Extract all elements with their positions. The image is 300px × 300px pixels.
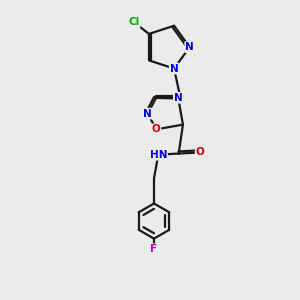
Text: N: N xyxy=(170,64,178,74)
Text: F: F xyxy=(150,244,158,254)
Text: HN: HN xyxy=(149,150,167,160)
Text: N: N xyxy=(174,93,183,103)
Text: Cl: Cl xyxy=(128,17,140,27)
Text: N: N xyxy=(143,109,152,118)
Text: N: N xyxy=(185,42,194,52)
Text: O: O xyxy=(196,148,205,158)
Text: O: O xyxy=(152,124,161,134)
